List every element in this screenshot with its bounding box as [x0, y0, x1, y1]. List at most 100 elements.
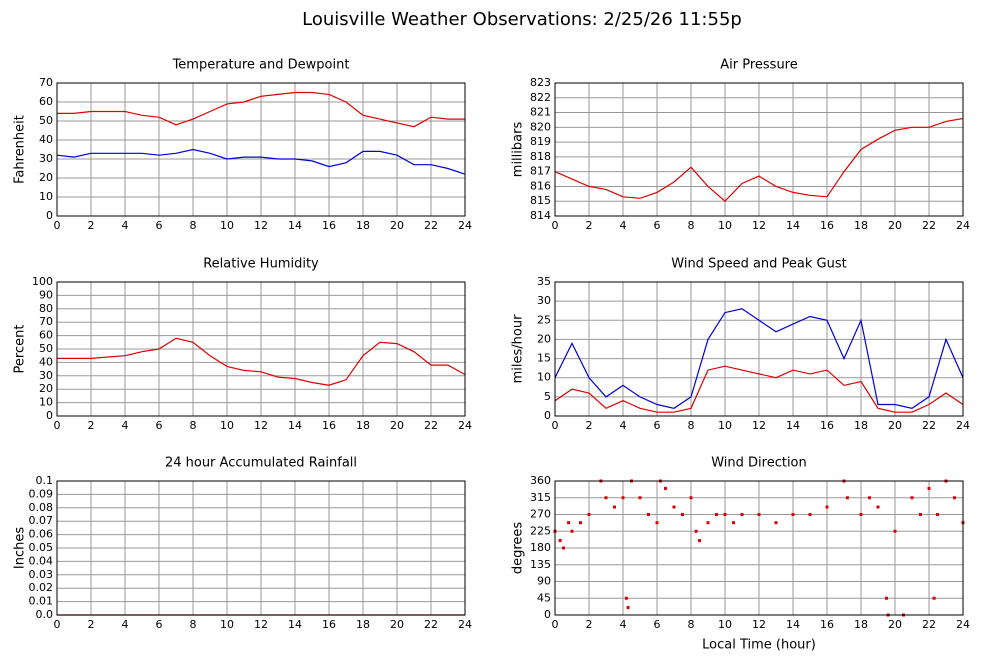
x-tick-label: 14: [786, 419, 800, 432]
data-point: [655, 521, 659, 525]
data-point: [706, 521, 710, 525]
y-tick-label: 15: [537, 352, 551, 365]
data-point: [567, 521, 571, 525]
plot-border: [554, 480, 964, 616]
y-tick-label: 0.07: [29, 514, 54, 527]
x-tick-label: 22: [922, 419, 936, 432]
x-tick-label: 12: [752, 219, 766, 232]
y-tick-label: 360: [530, 474, 551, 487]
x-tick-label: 16: [322, 618, 336, 631]
y-tick-label: 40: [39, 355, 53, 368]
y-tick-label: 0.04: [29, 554, 54, 567]
data-point: [613, 505, 616, 509]
data-point: [774, 521, 778, 525]
x-tick-label: 10: [220, 618, 234, 631]
x-tick-label: 12: [752, 419, 766, 432]
data-point: [791, 513, 795, 516]
y-tick-label: 90: [39, 288, 53, 301]
x-tick-label: 6: [156, 618, 163, 631]
y-tick-label: 0.03: [29, 568, 54, 581]
data-point: [621, 496, 625, 500]
x-tick-label: 16: [322, 419, 336, 432]
x-tick-label: 10: [220, 419, 234, 432]
data-point: [859, 513, 863, 516]
y-axis-label: Inches: [13, 527, 28, 569]
x-tick-label: 4: [620, 219, 627, 232]
data-line: [554, 308, 964, 409]
y-tick-label: 0.06: [29, 528, 54, 541]
x-tick-label: 14: [288, 419, 302, 432]
x-tick-label: 8: [190, 419, 197, 432]
x-tick-label: 8: [190, 618, 197, 631]
x-tick-label: 0: [54, 419, 61, 432]
y-tick-label: 40: [39, 133, 53, 146]
x-tick-label: 6: [654, 419, 661, 432]
chart-title: Wind Speed and Peak Gust: [671, 257, 846, 272]
chart-title: Relative Humidity: [203, 257, 319, 272]
y-axis-label: Fahrenheit: [13, 115, 28, 184]
x-tick-label: 2: [586, 219, 593, 232]
y-tick-label: 225: [530, 524, 551, 537]
y-tick-label: 70: [39, 76, 53, 89]
y-tick-label: 80: [39, 302, 53, 315]
y-tick-label: 180: [530, 541, 551, 554]
x-tick-label: 8: [190, 219, 197, 232]
x-tick-label: 10: [718, 219, 732, 232]
x-tick-label: 18: [356, 219, 370, 232]
x-tick-label: 24: [956, 618, 970, 631]
x-tick-label: 22: [424, 219, 438, 232]
data-point: [876, 505, 880, 509]
y-axis-label: degrees: [511, 522, 526, 575]
x-tick-label: 0: [54, 618, 61, 631]
y-tick-label: 0.05: [29, 541, 54, 554]
x-tick-label: 24: [956, 419, 970, 432]
y-tick-label: 60: [39, 329, 53, 342]
data-point: [919, 513, 922, 516]
data-point: [698, 539, 701, 543]
x-tick-label: 4: [122, 419, 129, 432]
x-tick-label: 20: [888, 219, 902, 232]
data-line: [57, 91, 465, 128]
data-point: [562, 546, 565, 550]
data-point: [932, 596, 936, 600]
x-tick-label: 16: [820, 219, 834, 232]
x-tick-label: 2: [586, 419, 593, 432]
x-tick-label: 22: [424, 618, 438, 631]
data-point: [647, 513, 650, 516]
x-tick-label: 20: [390, 219, 404, 232]
data-point: [570, 529, 574, 533]
x-tick-label: 10: [718, 618, 732, 631]
y-tick-label: 0.01: [29, 595, 54, 608]
data-point: [910, 496, 914, 500]
y-tick-label: 820: [530, 120, 551, 133]
y-tick-label: 20: [39, 171, 53, 184]
x-tick-label: 4: [122, 219, 129, 232]
data-point: [689, 496, 693, 500]
data-point: [672, 505, 676, 509]
y-tick-label: 0: [46, 409, 53, 422]
y-tick-label: 817: [530, 165, 551, 178]
x-tick-label: 20: [390, 419, 404, 432]
y-tick-label: 0.08: [29, 501, 54, 514]
x-tick-label: 12: [254, 219, 268, 232]
data-point: [715, 513, 718, 516]
data-line: [554, 117, 964, 203]
x-tick-label: 22: [424, 419, 438, 432]
y-tick-label: 315: [530, 491, 551, 504]
x-tick-label: 24: [458, 419, 472, 432]
y-tick-label: 814: [530, 209, 551, 222]
y-tick-label: 819: [530, 135, 551, 148]
y-tick-label: 0: [544, 608, 551, 621]
data-point: [936, 513, 939, 516]
data-point: [927, 486, 931, 490]
y-tick-label: 0: [46, 209, 53, 222]
y-tick-label: 25: [537, 313, 551, 326]
data-point: [664, 486, 667, 490]
data-point: [893, 529, 897, 533]
x-tick-label: 0: [54, 219, 61, 232]
data-point: [868, 496, 871, 500]
data-point: [885, 596, 888, 600]
data-line: [57, 337, 466, 386]
x-tick-label: 0: [552, 419, 559, 432]
data-line: [554, 365, 964, 413]
